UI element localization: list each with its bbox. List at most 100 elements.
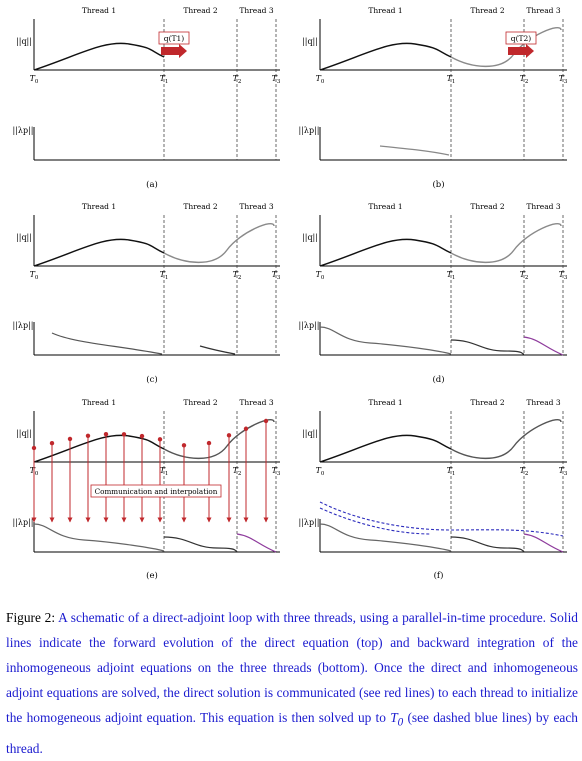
thread-label: Thread 1 — [368, 6, 402, 15]
adjoint-curve — [523, 336, 564, 356]
y-label: ||q|| — [302, 429, 318, 438]
time-label: T2 — [233, 74, 242, 85]
time-label: T3 — [559, 270, 568, 281]
time-label: T0 — [316, 466, 325, 477]
time-label: T2 — [233, 270, 242, 281]
forward-curve-thread-1 — [319, 42, 452, 71]
forward-curve-thread-1 — [319, 238, 452, 267]
time-label: T1 — [160, 466, 169, 477]
marker-arrow — [161, 44, 187, 58]
time-label: T1 — [160, 270, 169, 281]
panel-a: Thread 1 Thread 2 Thread 3 ||q|| ||λp|| T0 T1 T… — [13, 6, 281, 190]
panel-e: Thread 1 Thread 2 Thread 3 ||q|| ||λp|| T0 T1 T… — [13, 398, 281, 581]
marker-box — [158, 31, 190, 45]
time-label: T3 — [559, 74, 568, 85]
time-label: T3 — [272, 466, 281, 477]
thread-label: Thread 2 — [470, 202, 505, 211]
thread-label: Thread 2 — [183, 202, 218, 211]
thread-label: Thread 3 — [239, 6, 274, 15]
thread-label: Thread 3 — [526, 202, 561, 211]
y-label: ||q|| — [16, 37, 32, 46]
thread-label: Thread 1 — [368, 398, 402, 407]
thread-label: Thread 2 — [470, 398, 505, 407]
forward-curve-thread-2-3 — [450, 419, 562, 459]
panel-label: (c) — [146, 374, 157, 385]
forward-curve-thread-1 — [33, 42, 165, 71]
thread-label: Thread 1 — [82, 202, 116, 211]
adjoint-curve — [450, 536, 525, 552]
comm-point — [31, 445, 37, 451]
panel-label: (b) — [432, 179, 444, 190]
panel-label: (f) — [434, 570, 444, 581]
panel-label: (a) — [146, 179, 158, 190]
adjoint-curve — [319, 523, 452, 552]
comm-label: Communication and interpolation — [95, 487, 218, 496]
time-label: T3 — [559, 466, 568, 477]
adjoint-curve — [523, 533, 564, 553]
forward-curve-thread-1 — [33, 238, 165, 267]
thread-label: Thread 1 — [368, 202, 402, 211]
time-label: T1 — [160, 74, 169, 85]
time-label: T3 — [272, 270, 281, 281]
time-label: T2 — [233, 466, 242, 477]
adjoint-curve — [163, 536, 238, 552]
comm-point — [139, 433, 145, 439]
adjoint-curve — [319, 326, 452, 355]
adjoint-curve — [199, 345, 236, 355]
y-label: ||q|| — [302, 233, 318, 242]
adjoint-curve — [379, 145, 450, 156]
y-label: ||q|| — [16, 429, 32, 438]
y-label: ||q|| — [302, 37, 318, 46]
y-label: ||λp|| — [13, 518, 34, 527]
figure-caption: Figure 2: A schematic of a direct-adjoin… — [6, 605, 578, 761]
time-label: T2 — [520, 74, 529, 85]
time-label: T0 — [30, 74, 39, 85]
comm-point — [243, 426, 249, 431]
thread-label: Thread 2 — [183, 6, 218, 15]
adjoint-curve — [236, 533, 277, 553]
panel-label: (e) — [146, 570, 158, 581]
time-label: T2 — [520, 270, 529, 281]
caption-t0: T0 — [390, 710, 404, 729]
comm-point — [85, 433, 91, 438]
adjoint-curve — [51, 332, 163, 355]
adjoint-curve — [33, 523, 165, 552]
homogeneous-adjoint-dashed — [319, 501, 564, 537]
thread-label: Thread 3 — [526, 6, 561, 15]
forward-curve-thread-2-3 — [163, 419, 275, 459]
thread-label: Thread 3 — [239, 202, 274, 211]
time-label: T0 — [30, 466, 39, 477]
comm-point — [121, 432, 127, 437]
schematic-figure: Thread 1 Thread 2 Thread 3 ||q|| ||λp|| T0 T1 T… — [13, 6, 568, 581]
time-label: T0 — [316, 74, 325, 85]
comm-point — [49, 440, 55, 446]
time-label: T0 — [316, 270, 325, 281]
panel-c: Thread 1 Thread 2 Thread 3 ||q|| ||λp|| T0 T1 T… — [13, 202, 281, 385]
marker-label: q(T2) — [511, 34, 532, 43]
adjoint-curve — [450, 339, 525, 355]
y-label: ||λp|| — [13, 321, 34, 330]
time-label: T0 — [30, 270, 39, 281]
homogeneous-adjoint-dashed — [319, 507, 432, 535]
marker-label: q(T1) — [164, 34, 185, 43]
forward-curve-thread-1 — [33, 434, 165, 463]
y-label: ||λp|| — [299, 321, 320, 330]
comm-point — [157, 437, 163, 442]
thread-label: Thread 2 — [183, 398, 218, 407]
time-label: T3 — [272, 74, 281, 85]
comm-point — [181, 443, 187, 448]
marker-arrow — [508, 44, 534, 58]
comm-point — [103, 431, 109, 437]
thread-label: Thread 3 — [239, 398, 274, 407]
caption-text: A schematic of a direct-adjoint loop wit… — [6, 610, 578, 725]
thread-label: Thread 1 — [82, 398, 116, 407]
time-label: T1 — [447, 74, 456, 85]
panel-d: Thread 1 Thread 2 Thread 3 ||q|| ||λp|| T0 T1 T… — [299, 202, 568, 385]
comm-point — [206, 440, 212, 446]
y-label: ||λp|| — [299, 126, 320, 135]
panel-b: Thread 1 Thread 2 Thread 3 ||q|| ||λp|| T0 T1 T… — [299, 6, 568, 190]
y-label: ||q|| — [16, 233, 32, 242]
panel-label: (d) — [432, 374, 444, 385]
y-label: ||λp|| — [13, 126, 34, 135]
comm-point — [67, 436, 73, 442]
